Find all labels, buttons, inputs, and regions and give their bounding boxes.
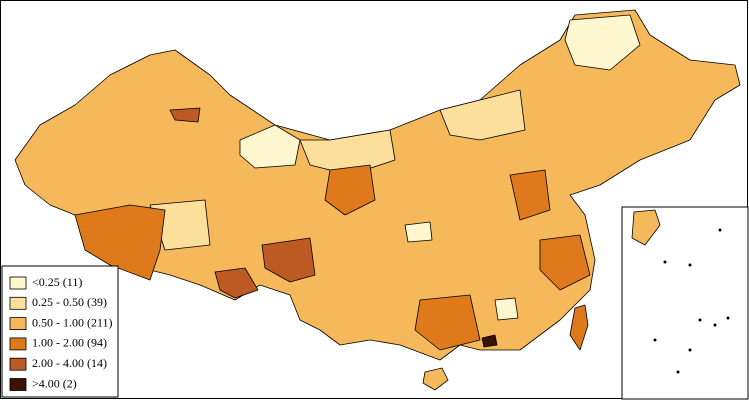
- region: [539, 234, 591, 291]
- region: [299, 129, 396, 176]
- island: [688, 263, 692, 267]
- island: [676, 370, 680, 374]
- region: [509, 169, 551, 221]
- taiwan: [569, 304, 589, 351]
- legend-label: 0.25 - 0.50 (39): [32, 295, 107, 309]
- region: [404, 221, 433, 243]
- region: [74, 204, 166, 281]
- legend-swatch: [9, 296, 27, 310]
- region: [564, 14, 641, 71]
- legend-swatch: [9, 357, 27, 371]
- island: [698, 318, 702, 322]
- inset-land: [631, 209, 661, 246]
- legend-label: 2.00 - 4.00 (14): [32, 356, 107, 370]
- china-map: [14, 9, 741, 391]
- legend-label: 1.00 - 2.00 (94): [32, 336, 107, 350]
- legend-swatch: [9, 317, 27, 331]
- island: [713, 323, 717, 327]
- legend-swatch: [9, 337, 27, 351]
- legend-swatch: [9, 276, 27, 290]
- island: [718, 228, 722, 232]
- legend-label: >4.00 (2): [32, 376, 77, 390]
- region: [324, 164, 376, 216]
- region: [169, 107, 201, 123]
- hainan: [422, 367, 449, 391]
- island: [688, 348, 692, 352]
- legend-label: <0.25 (11): [32, 275, 82, 289]
- legend-label: 0.50 - 1.00 (211): [32, 315, 113, 329]
- island: [653, 338, 657, 342]
- islands: [653, 228, 730, 374]
- region: [494, 297, 519, 321]
- island: [663, 260, 667, 264]
- inset: [621, 206, 749, 400]
- region: [261, 237, 316, 283]
- legend: <0.25 (11) 0.25 - 0.50 (39) 0.50 - 1.00 (2…: [1, 265, 119, 398]
- legend-swatch: [9, 378, 27, 391]
- region: [214, 267, 259, 299]
- island: [726, 316, 730, 320]
- region: [414, 294, 481, 351]
- region: [239, 124, 301, 169]
- region: [439, 89, 526, 141]
- region: [481, 334, 498, 348]
